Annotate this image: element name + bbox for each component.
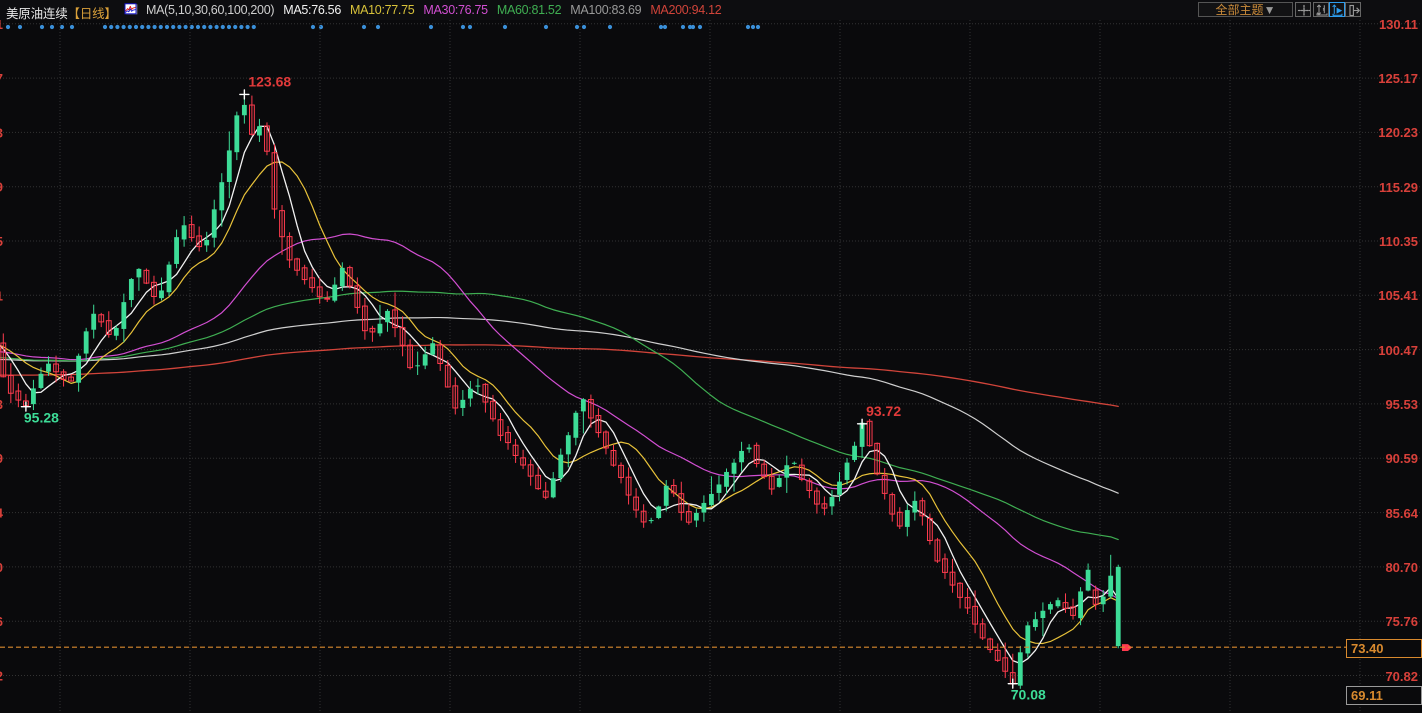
svg-text:123.68: 123.68	[248, 73, 291, 89]
svg-text:115.29: 115.29	[0, 180, 3, 195]
svg-text:125.17: 125.17	[0, 71, 3, 86]
svg-text:120.23: 120.23	[0, 125, 3, 140]
svg-text:105.41: 105.41	[0, 288, 3, 303]
svg-text:80.70: 80.70	[0, 560, 3, 575]
svg-text:130.11: 130.11	[0, 20, 3, 32]
svg-text:70.82: 70.82	[0, 669, 3, 684]
svg-text:110.35: 110.35	[0, 234, 3, 249]
svg-text:70.08: 70.08	[1011, 687, 1046, 703]
svg-text:95.53: 95.53	[0, 397, 3, 412]
svg-text:90.59: 90.59	[0, 451, 3, 466]
svg-text:95.28: 95.28	[24, 410, 59, 426]
svg-text:93.72: 93.72	[866, 403, 901, 419]
svg-text:75.76: 75.76	[0, 614, 3, 629]
